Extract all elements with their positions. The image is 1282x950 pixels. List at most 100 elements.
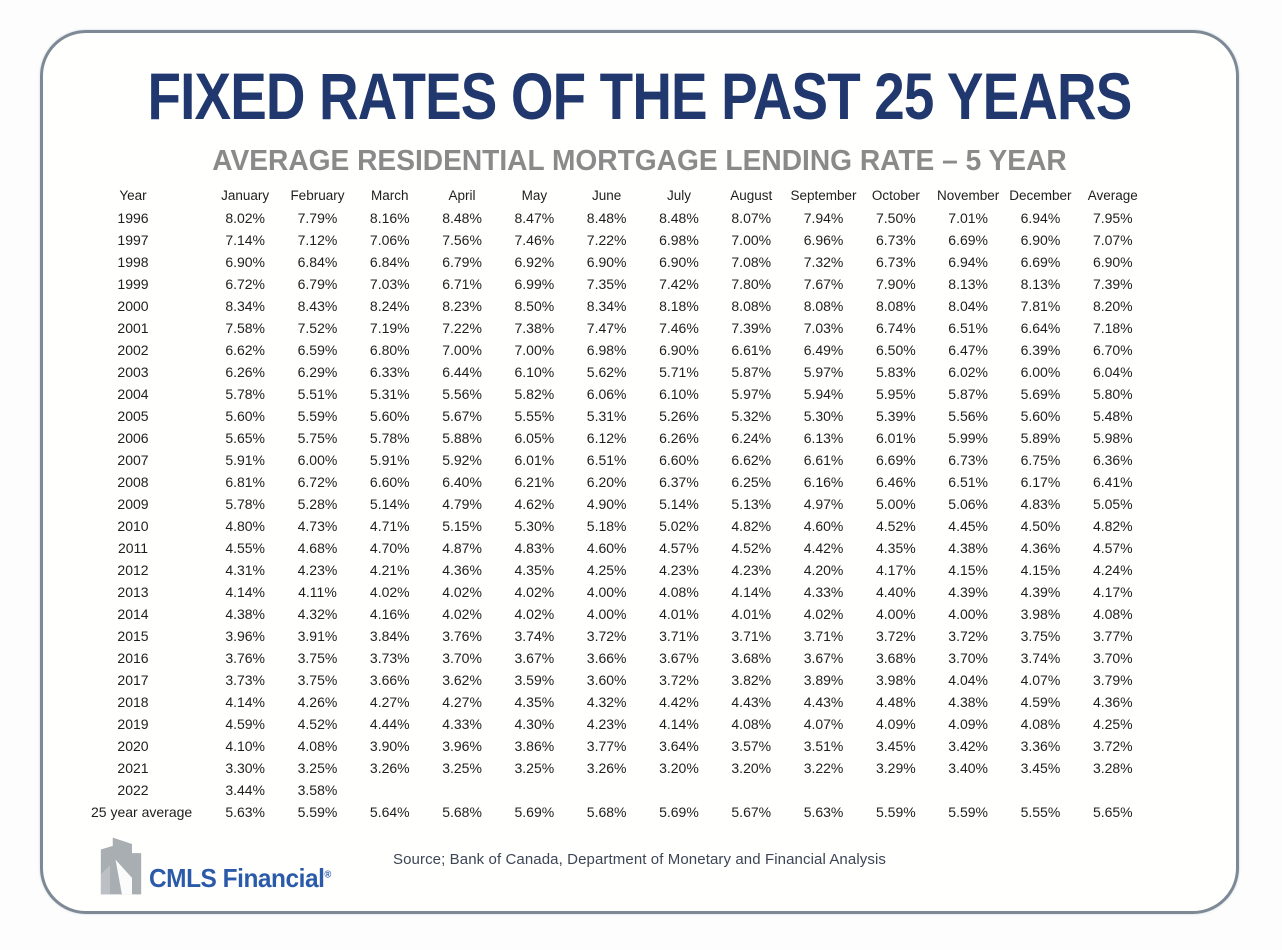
rate-cell: 7.90% xyxy=(875,276,916,292)
source-note: Source; Bank of Canada, Department of Mo… xyxy=(392,851,886,868)
rate-cell: 5.92% xyxy=(442,452,482,468)
rate-cell: 4.20% xyxy=(803,562,844,578)
rate-cell: 5.65% xyxy=(1092,804,1133,820)
rate-cell: 4.00% xyxy=(586,584,627,600)
rate-cell: 3.74% xyxy=(514,628,555,644)
rate-cell: 5.78% xyxy=(225,496,266,512)
rate-cell: 5.80% xyxy=(1092,386,1133,402)
table-row: 2010 4.80% 4.73% 4.71% 5.15% 5.30% 5.18% 5.02% 4… xyxy=(91,515,1149,537)
rate-cell: 3.64% xyxy=(659,738,699,754)
table-row: 2015 3.96% 3.91% 3.84% 3.76% 3.74% 3.72% 3.71% 3… xyxy=(91,625,1149,647)
rate-cell: 7.79% xyxy=(297,210,338,226)
rate-cell: 6.84% xyxy=(297,254,338,270)
year-label: 2019 xyxy=(117,716,149,732)
rate-cell: 5.65% xyxy=(225,430,266,446)
rate-cell: 3.96% xyxy=(442,738,482,754)
rate-cell: 5.71% xyxy=(659,364,699,380)
rate-cell: 3.68% xyxy=(875,650,916,666)
rate-cell: 3.74% xyxy=(1020,650,1061,666)
year-label: 2010 xyxy=(117,518,149,534)
rate-cell: 4.52% xyxy=(731,540,772,556)
rate-cell: 4.32% xyxy=(297,606,338,622)
rate-cell: 3.76% xyxy=(225,650,266,666)
rate-cell: 7.38% xyxy=(514,320,555,336)
rate-cell: 4.36% xyxy=(442,562,482,578)
rate-cell: 4.35% xyxy=(514,562,555,578)
rate-cell: 3.62% xyxy=(442,672,482,688)
rate-cell: 7.22% xyxy=(586,232,627,248)
table-header-row: Year January February March April May June July… xyxy=(91,185,1149,207)
year-label: 2022 xyxy=(117,782,149,798)
rate-cell: 3.79% xyxy=(1092,672,1133,688)
rate-cell: 5.56% xyxy=(442,386,482,402)
table-body: 1996 8.02% 7.79% 8.16% 8.48% 8.47% 8.48% 8.48% 8… xyxy=(91,207,1149,823)
rate-cell: 6.90% xyxy=(1020,232,1061,248)
rate-cell: 4.71% xyxy=(369,518,410,534)
rate-cell: 4.83% xyxy=(1020,496,1061,512)
rate-cell: 4.25% xyxy=(586,562,627,578)
rate-cell: 3.66% xyxy=(586,650,627,666)
rate-cell: 6.61% xyxy=(731,342,772,358)
rates-card: FIXED RATES OF THE PAST 25 YEARS AVERAGE… xyxy=(40,30,1239,914)
rate-cell: 4.02% xyxy=(442,584,482,600)
rate-cell: 6.51% xyxy=(948,320,988,336)
year-label: 1999 xyxy=(117,276,149,292)
rate-cell: 6.04% xyxy=(1092,364,1133,380)
table-row: 1997 7.14% 7.12% 7.06% 7.56% 7.46% 7.22% 6.98% 7… xyxy=(91,229,1149,251)
rate-cell: 7.00% xyxy=(514,342,555,358)
rate-cell: 5.31% xyxy=(369,386,410,402)
rate-cell: 6.16% xyxy=(803,474,844,490)
rate-cell: 3.75% xyxy=(297,672,338,688)
rate-cell: 7.39% xyxy=(1092,276,1133,292)
rate-cell: 4.27% xyxy=(442,694,482,710)
rate-cell: 3.77% xyxy=(586,738,627,754)
rate-cell: 3.96% xyxy=(225,628,266,644)
rate-cell: 5.59% xyxy=(875,804,916,820)
year-label: 2018 xyxy=(117,694,149,710)
table-row: 2003 6.26% 6.29% 6.33% 6.44% 6.10% 5.62% 5.71% 5… xyxy=(91,361,1149,383)
rate-cell: 8.08% xyxy=(875,298,916,314)
rate-cell xyxy=(498,779,570,801)
column-header-february: February xyxy=(290,188,345,203)
table-row: 25 year average 5.63% 5.59% 5.64% 5.68% 5.69%… xyxy=(91,801,1149,823)
rate-cell: 4.43% xyxy=(731,694,772,710)
table-row: 2006 5.65% 5.75% 5.78% 5.88% 6.05% 6.12% 6.26% 6… xyxy=(91,427,1149,449)
rate-cell: 7.03% xyxy=(369,276,410,292)
rate-cell: 7.08% xyxy=(731,254,772,270)
rate-cell: 5.05% xyxy=(1092,496,1133,512)
rate-cell: 3.58% xyxy=(297,782,338,798)
rate-cell: 4.36% xyxy=(1020,540,1061,556)
table-row: 2009 5.78% 5.28% 5.14% 4.79% 4.62% 4.90% 5.14% 5… xyxy=(91,493,1149,515)
rate-cell: 4.42% xyxy=(659,694,699,710)
rate-cell: 5.14% xyxy=(659,496,699,512)
rate-cell: 5.14% xyxy=(369,496,410,512)
year-label: 1996 xyxy=(117,210,149,226)
rate-cell: 4.38% xyxy=(225,606,266,622)
year-label: 2002 xyxy=(117,342,149,358)
rate-cell: 5.87% xyxy=(948,386,988,402)
year-label: 2004 xyxy=(117,386,149,402)
rate-cell: 3.72% xyxy=(586,628,627,644)
rate-cell: 7.19% xyxy=(369,320,410,336)
rate-cell: 8.07% xyxy=(731,210,772,226)
rate-cell xyxy=(643,779,715,801)
rate-cell: 8.16% xyxy=(369,210,410,226)
rate-cell: 6.69% xyxy=(948,232,988,248)
rate-cell: 7.80% xyxy=(731,276,772,292)
table-row: 2002 6.62% 6.59% 6.80% 7.00% 7.00% 6.98% 6.90% 6… xyxy=(91,339,1149,361)
rate-cell: 5.28% xyxy=(297,496,338,512)
rate-cell: 3.75% xyxy=(297,650,338,666)
column-header-average: Average xyxy=(1087,188,1138,203)
table-row: 2014 4.38% 4.32% 4.16% 4.02% 4.02% 4.00% 4.01% 4… xyxy=(91,603,1149,625)
rate-cell xyxy=(932,779,1004,801)
rate-cell: 3.22% xyxy=(803,760,844,776)
rate-cell: 5.75% xyxy=(297,430,338,446)
rate-cell: 3.44% xyxy=(225,782,266,798)
rate-cell: 5.55% xyxy=(514,408,555,424)
page-title: FIXED RATES OF THE PAST 25 YEARS xyxy=(147,59,1132,133)
rate-cell: 7.46% xyxy=(514,232,555,248)
rate-cell: 3.70% xyxy=(948,650,988,666)
rate-cell: 7.01% xyxy=(948,210,988,226)
rate-cell: 4.39% xyxy=(948,584,988,600)
